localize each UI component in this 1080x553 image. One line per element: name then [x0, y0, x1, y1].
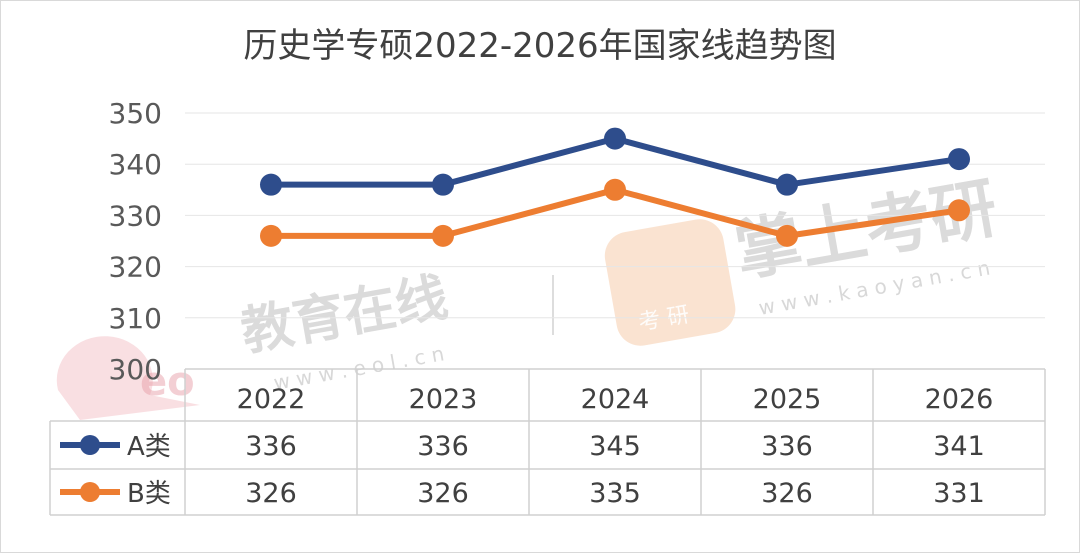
- legend-marker: [80, 482, 100, 502]
- table-value: 326: [417, 478, 469, 509]
- table-value: 326: [761, 478, 813, 509]
- x-category-label: 2025: [753, 384, 822, 415]
- chart-title: 历史学专硕2022-2026年国家线趋势图: [243, 26, 837, 66]
- table-value: 345: [589, 431, 641, 462]
- data-point: [776, 173, 798, 196]
- data-point: [604, 127, 626, 150]
- table-value: 335: [589, 478, 641, 509]
- table-value: 331: [933, 478, 985, 509]
- table-value: 336: [245, 431, 297, 462]
- table-value: 336: [761, 431, 813, 462]
- table-value: 326: [245, 478, 297, 509]
- data-point: [776, 224, 798, 247]
- x-category-label: 2022: [237, 384, 306, 415]
- y-tick-label: 350: [109, 97, 162, 130]
- data-point: [260, 224, 282, 247]
- legend-marker: [80, 435, 100, 455]
- kaoyan-badge: [604, 219, 736, 346]
- x-category-label: 2024: [581, 384, 650, 415]
- data-point: [260, 173, 282, 196]
- y-tick-label: 340: [109, 148, 162, 181]
- y-tick-label: 310: [109, 302, 162, 335]
- x-category-label: 2026: [925, 384, 994, 415]
- data-point: [948, 199, 970, 222]
- x-category-label: 2023: [409, 384, 478, 415]
- legend-label: B类: [127, 479, 171, 509]
- y-tick-label: 320: [109, 251, 162, 284]
- data-point: [432, 173, 454, 196]
- eol-logo-mark: [56, 336, 200, 420]
- y-tick-label: 330: [109, 199, 162, 232]
- y-tick-label: 300: [109, 353, 162, 386]
- legend-label: A类: [127, 432, 171, 462]
- table-value: 336: [417, 431, 469, 462]
- data-point: [948, 148, 970, 171]
- table-value: 341: [933, 431, 985, 462]
- data-point: [432, 224, 454, 247]
- data-point: [604, 178, 626, 201]
